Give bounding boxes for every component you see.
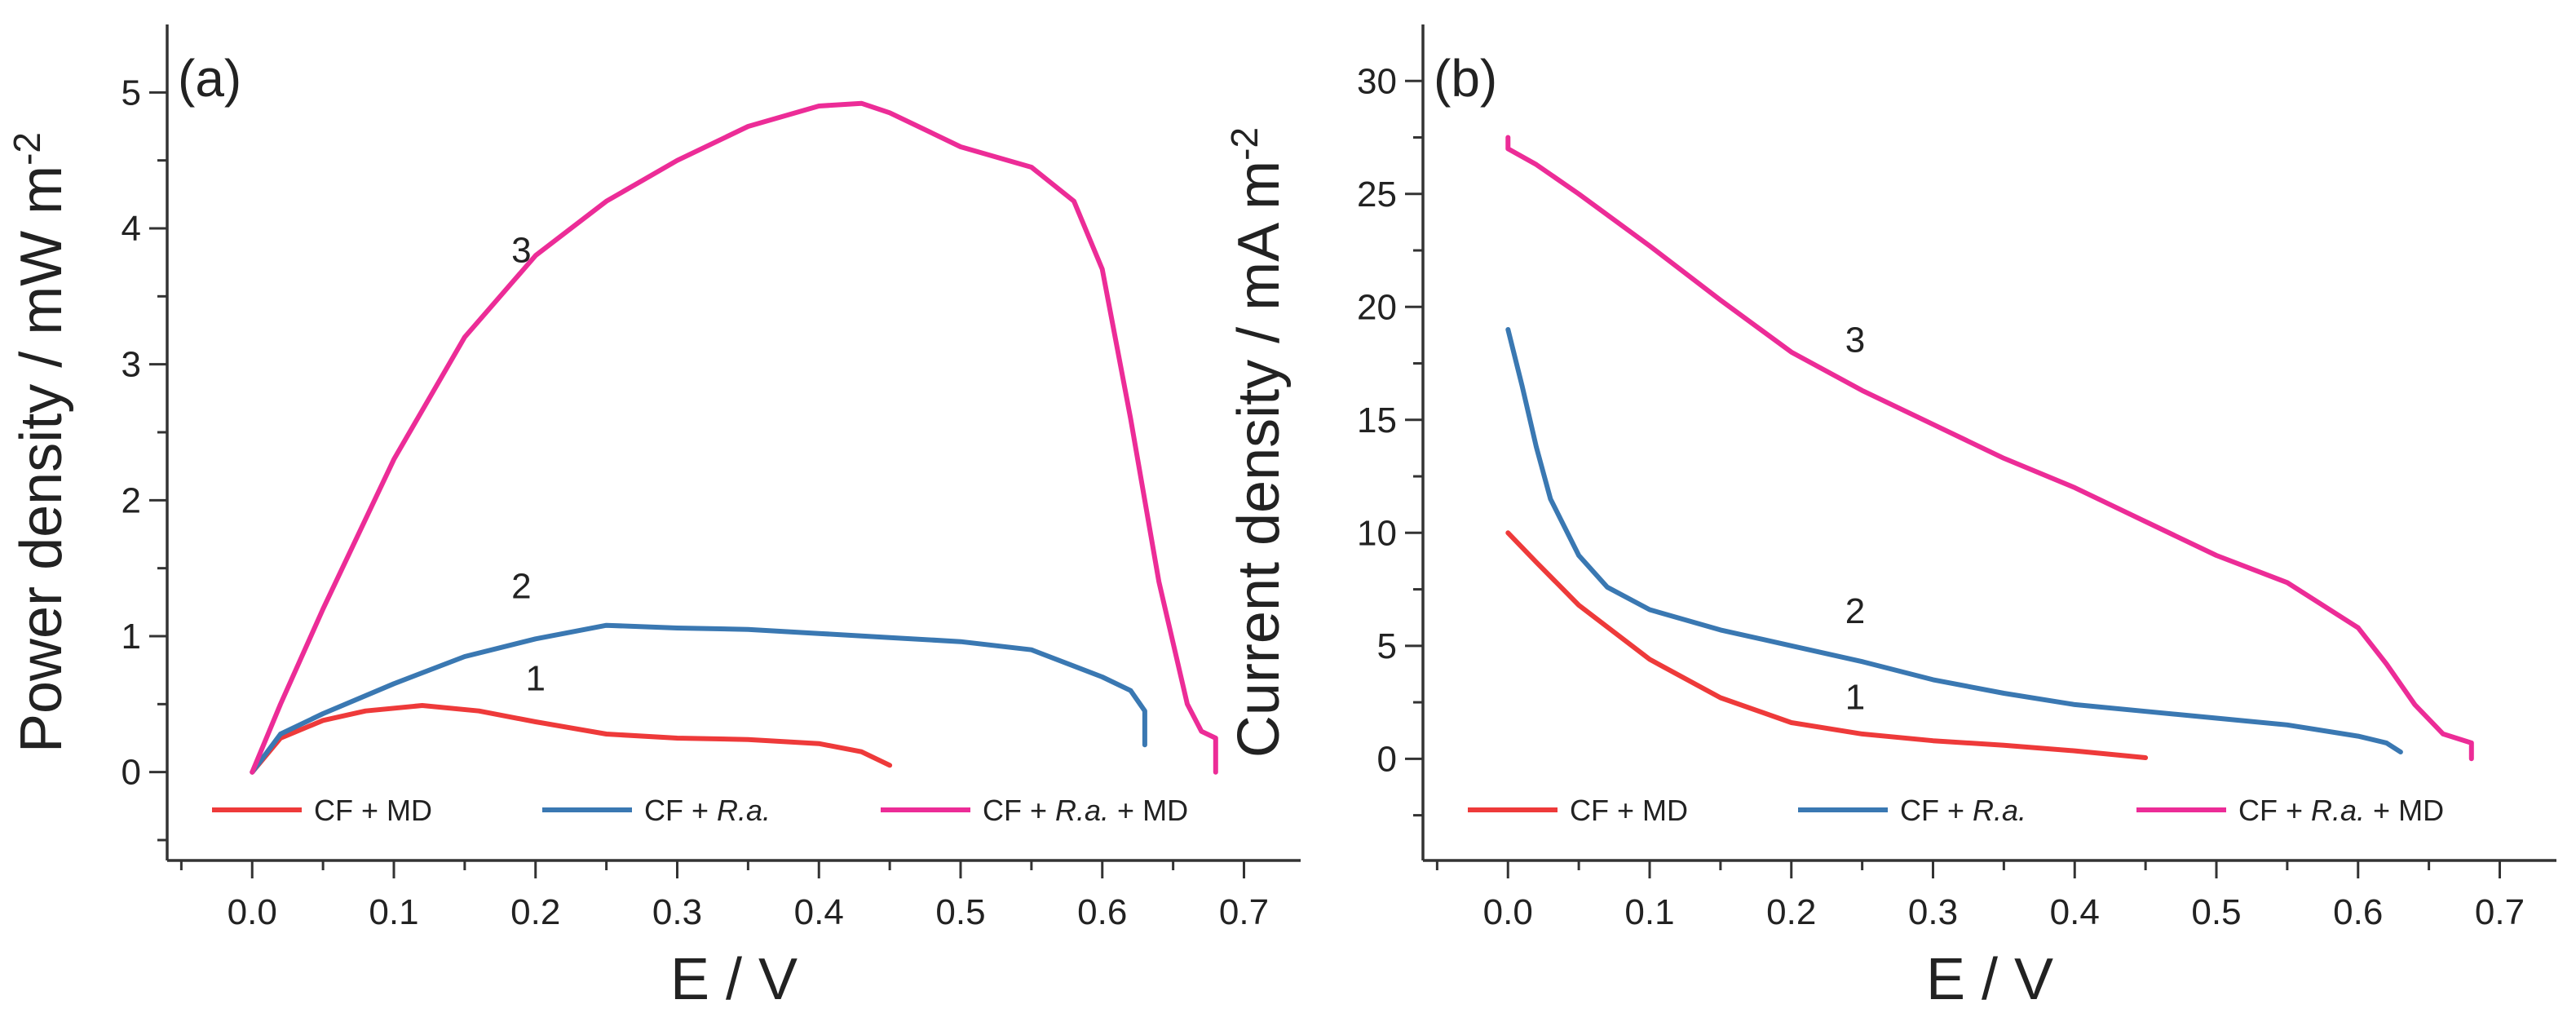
legend-label-part: CF + MD xyxy=(314,794,432,827)
y-axis-title: Power density / mW m-2 xyxy=(6,132,74,753)
legend-label-part: CF + xyxy=(1900,794,1973,827)
legend-label: CF + MD xyxy=(1570,794,1688,827)
y-tick-label: 0 xyxy=(1377,739,1397,779)
legend-label-part: R.a. xyxy=(1055,794,1109,827)
curve-number-label: 2 xyxy=(511,566,531,606)
y-tick-label: 30 xyxy=(1357,61,1397,101)
x-tick-label: 0.3 xyxy=(1908,892,1958,932)
y-tick-label: 25 xyxy=(1357,175,1397,215)
y-tick-label: 15 xyxy=(1357,400,1397,440)
chart-panel-a: 0.0 0.1 0.2 0.3 0.4 0.5 0.6 0.7 0 1 2 3 4 5 E / V Power… xyxy=(6,24,1301,1012)
y-tick-label: 0 xyxy=(122,753,141,793)
curve-number-label: 1 xyxy=(1845,677,1865,717)
legend-label-part: CF + MD xyxy=(1570,794,1688,827)
series-line-1 xyxy=(1505,530,2149,760)
y-tick-label: 5 xyxy=(1377,626,1397,666)
x-tick-label: 0.0 xyxy=(228,892,277,932)
y-tick-label: 2 xyxy=(122,480,141,520)
y-tick-label: 5 xyxy=(122,73,141,113)
curve-number-label: 1 xyxy=(526,659,546,699)
x-tick-label: 0.0 xyxy=(1483,892,1533,932)
legend-label: CF + MD xyxy=(314,794,432,827)
y-tick-label: 20 xyxy=(1357,287,1397,327)
legend-label: CF + R.a. xyxy=(1900,794,2026,827)
legend-label-part: R.a. xyxy=(1973,794,2026,827)
y-axis-title-superscript: -2 xyxy=(6,132,48,166)
curve-number-label: 2 xyxy=(1845,591,1865,631)
y-axis-title-superscript: -2 xyxy=(1223,127,1266,161)
panel-label: (a) xyxy=(178,49,241,108)
series-line-3 xyxy=(1505,135,2474,762)
legend-label: CF + R.a. + MD xyxy=(2238,794,2444,827)
x-tick-label: 0.7 xyxy=(1219,892,1269,932)
legend-label-part: CF + xyxy=(983,794,1055,827)
y-axis-title-text: Current density / mA m xyxy=(1226,161,1292,758)
x-tick-label: 0.5 xyxy=(2191,892,2241,932)
panel-label: (b) xyxy=(1434,49,1497,108)
x-tick-label: 0.5 xyxy=(935,892,985,932)
legend-label-part: R.a. xyxy=(2311,794,2365,827)
y-tick-label: 4 xyxy=(122,209,141,249)
legend-label-part: R.a. xyxy=(717,794,771,827)
curve-number-label: 3 xyxy=(511,231,531,271)
x-tick-label: 0.2 xyxy=(510,892,560,932)
x-tick-label: 0.3 xyxy=(652,892,702,932)
x-tick-label: 0.4 xyxy=(2050,892,2100,932)
x-tick-label: 0.7 xyxy=(2475,892,2525,932)
x-tick-label: 0.1 xyxy=(369,892,418,932)
y-axis-title-text: Power density / mW m xyxy=(9,166,74,753)
series-line-2 xyxy=(250,622,1147,775)
legend-label-part: + MD xyxy=(2365,794,2444,827)
series-line-2 xyxy=(1505,327,2403,754)
y-tick-label: 3 xyxy=(122,345,141,385)
x-tick-label: 0.6 xyxy=(1077,892,1127,932)
legend-label-part: CF + xyxy=(2238,794,2311,827)
legend-label: CF + R.a. + MD xyxy=(983,794,1188,827)
x-tick-label: 0.4 xyxy=(794,892,844,932)
curve-number-label: 3 xyxy=(1845,321,1865,360)
y-axis-title: Current density / mA m-2 xyxy=(1223,127,1292,758)
chart-panel-b: 0.0 0.1 0.2 0.3 0.4 0.5 0.6 0.7 0 5 10 15 20 25 30 E / … xyxy=(1223,24,2556,1012)
x-tick-label: 0.1 xyxy=(1624,892,1674,932)
x-tick-label: 0.6 xyxy=(2333,892,2383,932)
series-line-1 xyxy=(250,703,893,775)
y-tick-label: 1 xyxy=(122,617,141,657)
y-tick-label: 10 xyxy=(1357,513,1397,553)
legend-label-part: + MD xyxy=(1109,794,1188,827)
x-axis-title: E / V xyxy=(670,947,798,1012)
legend-label: CF + R.a. xyxy=(644,794,771,827)
series-line-3 xyxy=(250,100,1218,775)
legend-label-part: CF + xyxy=(644,794,717,827)
x-axis-title: E / V xyxy=(1926,947,2053,1012)
x-tick-label: 0.2 xyxy=(1766,892,1816,932)
